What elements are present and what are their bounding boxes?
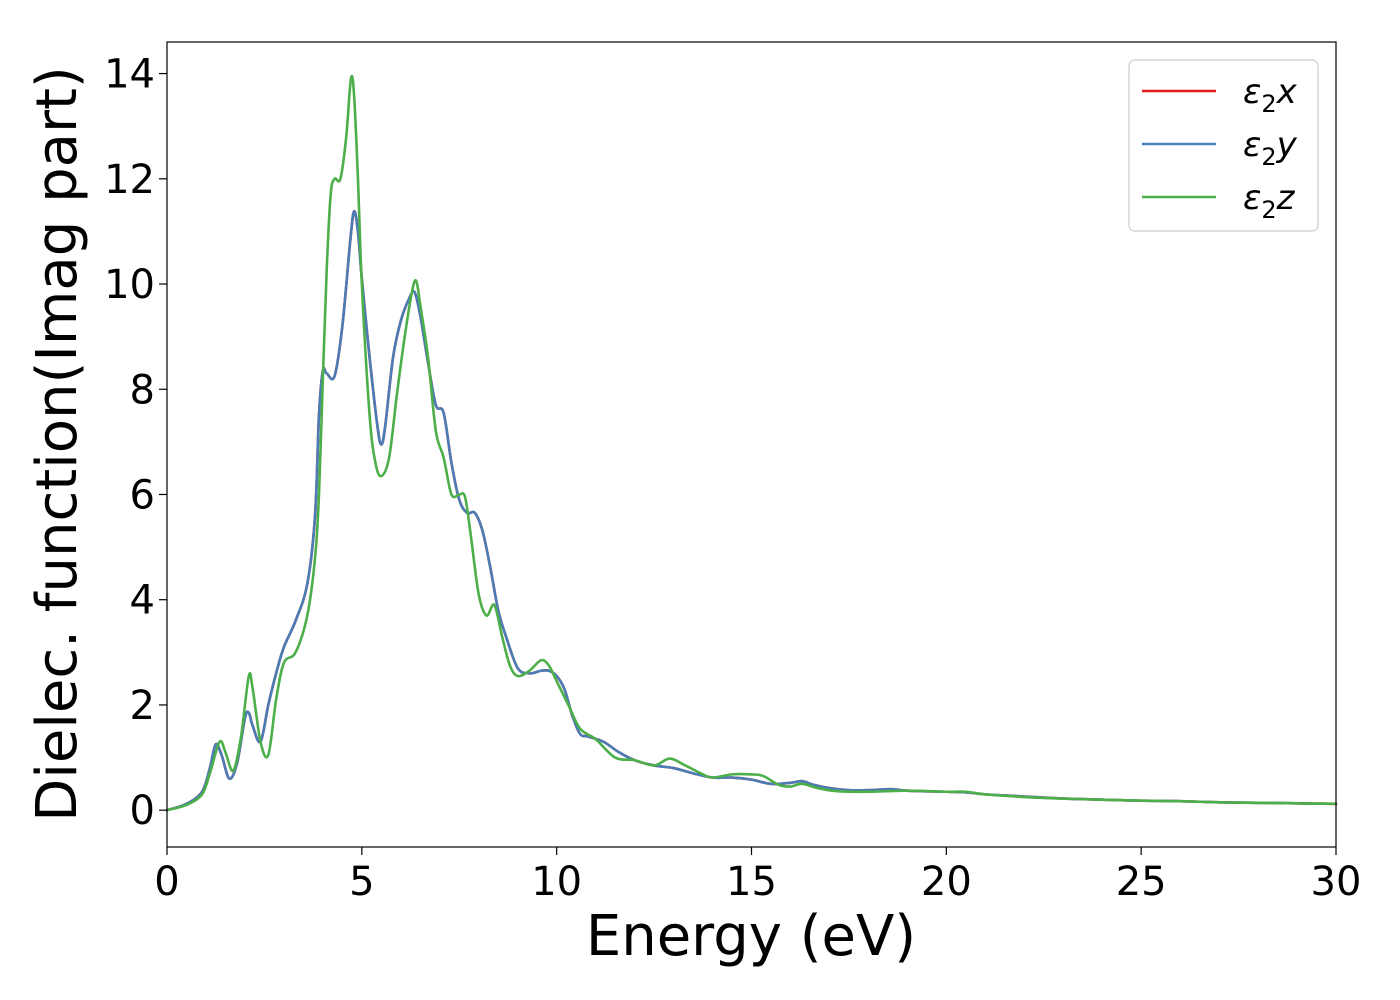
y-tick-label: 12 [104, 157, 155, 203]
y-axis-ticks: 0 2 4 6 8 10 12 14 [104, 52, 167, 834]
y-tick-label: 2 [130, 683, 155, 729]
legend-box [1128, 59, 1319, 232]
legend-label-suffix: y [1276, 125, 1298, 165]
legend-label-suffix: z [1276, 178, 1296, 218]
x-tick-label: 25 [1116, 859, 1167, 905]
legend-label-subscript: 2 [1261, 143, 1276, 171]
series-line-y [165, 210, 1338, 812]
legend-label-base: ε [1243, 178, 1261, 218]
y-tick-label: 8 [130, 367, 155, 413]
y-tick-label: 0 [130, 788, 155, 834]
y-tick-label: 14 [104, 52, 155, 98]
y-axis-title: Dielec. function(Imag part) [25, 66, 90, 822]
x-tick-label: 20 [921, 859, 972, 905]
legend-label-base: ε [1243, 125, 1261, 165]
x-tick-label: 30 [1311, 859, 1362, 905]
x-tick-label: 5 [349, 859, 374, 905]
x-axis-title: Energy (eV) [586, 904, 916, 969]
y-tick-label: 10 [104, 262, 155, 308]
x-tick-label: 10 [531, 859, 582, 905]
x-axis-ticks: 0 5 10 15 20 25 30 [154, 847, 1361, 905]
legend-label-suffix: x [1276, 72, 1298, 112]
legend-label-x: ε2x [1243, 72, 1298, 118]
legend-label-base: ε [1243, 72, 1261, 112]
series-layer [165, 74, 1338, 812]
x-tick-label: 15 [726, 859, 777, 905]
legend-label-y: ε2y [1243, 125, 1298, 171]
y-tick-label: 6 [130, 472, 155, 518]
series-line-z [165, 74, 1338, 812]
x-tick-label: 0 [154, 859, 179, 905]
legend-label-z: ε2z [1243, 178, 1296, 224]
legend-label-subscript: 2 [1261, 196, 1276, 224]
y-tick-label: 4 [130, 578, 155, 624]
legend-label-subscript: 2 [1261, 90, 1276, 118]
